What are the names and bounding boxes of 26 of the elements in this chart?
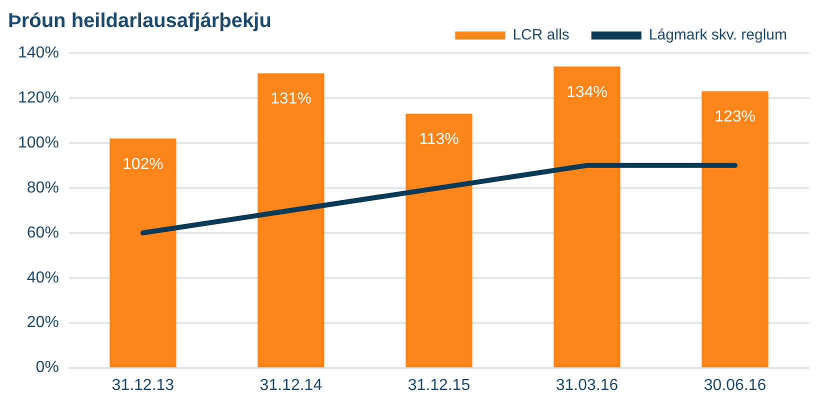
y-tick-label: 140% [18, 44, 59, 62]
x-tick-label: 31.03.16 [556, 376, 618, 394]
y-tick-label: 120% [18, 89, 59, 106]
legend-label: Lágmark skv. reglum [648, 26, 788, 44]
data-label: 134% [566, 84, 608, 101]
y-tick-label: 60% [26, 224, 59, 242]
legend-label: LCR alls [512, 26, 570, 44]
data-label: 123% [714, 108, 756, 126]
y-tick-label: 40% [26, 269, 59, 286]
y-tick-label: 80% [26, 179, 59, 196]
bar [110, 138, 176, 368]
bar [406, 114, 472, 368]
bar [258, 73, 324, 368]
y-tick-label: 0% [36, 359, 59, 376]
bar [554, 66, 620, 368]
x-tick-label: 31.12.14 [260, 376, 322, 394]
y-tick-label: 20% [26, 314, 59, 332]
x-tick-label: 31.12.13 [112, 376, 174, 394]
x-tick-label: 31.12.15 [408, 376, 470, 394]
data-label: 131% [270, 90, 312, 108]
x-tick-label: 30.06.16 [704, 376, 766, 394]
y-tick-label: 100% [18, 134, 59, 152]
bar [702, 91, 768, 368]
data-label: 113% [419, 131, 459, 148]
chart-title: Þróun heildarlausafjárþekju [8, 10, 272, 33]
data-label: 102% [122, 156, 164, 173]
